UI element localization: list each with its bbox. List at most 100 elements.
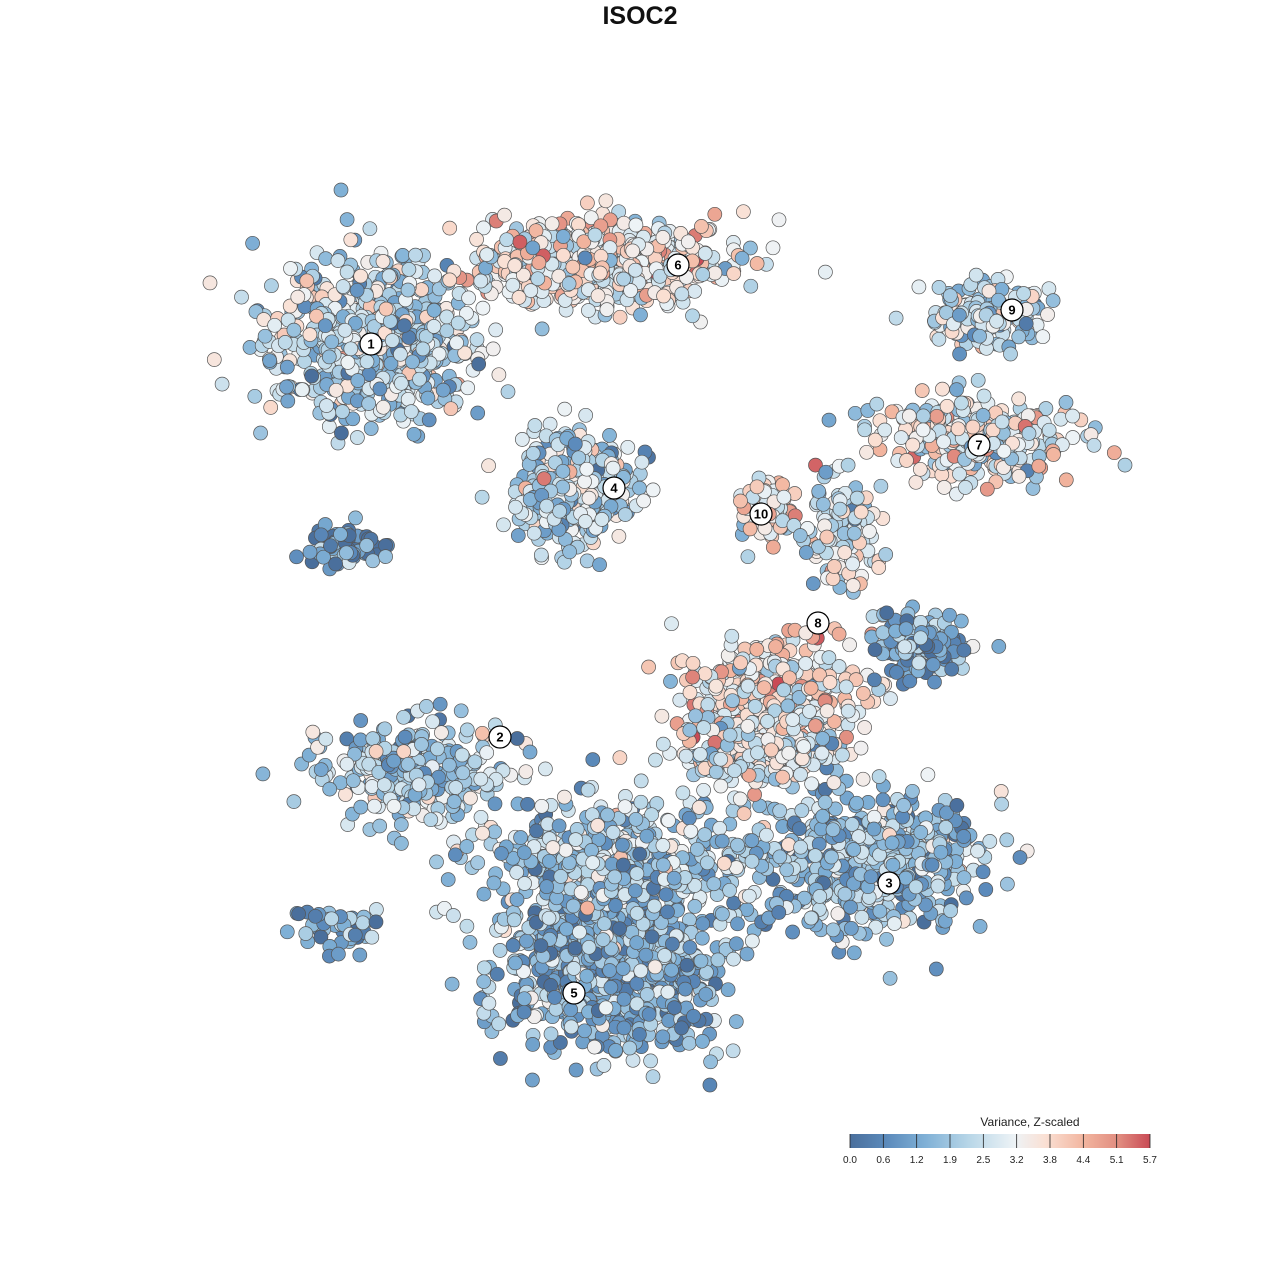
data-point [633, 773, 649, 789]
data-point [674, 286, 690, 302]
data-point [348, 315, 363, 331]
data-point [382, 313, 398, 329]
data-point [636, 493, 651, 509]
data-point [785, 924, 800, 940]
data-point [596, 916, 612, 932]
data-point [1040, 307, 1055, 322]
data-point [633, 307, 648, 323]
data-point [561, 276, 577, 292]
data-point [742, 521, 758, 537]
data-point [286, 322, 302, 338]
data-point [476, 960, 492, 976]
data-point [625, 1052, 641, 1068]
data-point [598, 1000, 614, 1016]
data-points [202, 182, 1133, 1093]
data-point [655, 230, 671, 245]
data-point [551, 818, 567, 834]
data-point [512, 234, 528, 250]
data-point [395, 248, 411, 263]
data-point [913, 825, 929, 840]
data-point [855, 686, 871, 701]
data-point [616, 991, 632, 1007]
data-point [776, 489, 792, 505]
data-point [302, 327, 318, 342]
data-point [729, 936, 744, 952]
data-point [976, 388, 992, 404]
data-point [612, 309, 628, 325]
data-point [658, 887, 674, 902]
data-point [516, 1004, 532, 1020]
data-point [863, 869, 879, 885]
data-point [1058, 395, 1074, 410]
data-point [579, 968, 595, 984]
data-point [396, 709, 411, 725]
data-point [584, 843, 599, 858]
data-point [817, 794, 833, 810]
data-point [459, 839, 475, 854]
data-point [277, 335, 293, 350]
data-point [328, 382, 344, 398]
data-point [733, 493, 748, 509]
data-point [454, 747, 470, 763]
data-point [970, 843, 985, 859]
data-point [622, 1040, 638, 1056]
data-point [255, 766, 271, 782]
data-point [915, 408, 931, 424]
data-point [596, 1058, 612, 1073]
data-point [686, 1008, 701, 1024]
data-point [715, 906, 730, 922]
data-point [473, 771, 489, 787]
data-point [585, 855, 601, 871]
data-point [768, 639, 783, 655]
data-point [1046, 447, 1061, 462]
data-point [508, 499, 523, 515]
data-point [849, 795, 864, 811]
data-point [520, 796, 535, 812]
data-point [681, 1035, 697, 1051]
data-point [568, 832, 584, 847]
data-point [264, 278, 279, 294]
data-point [616, 1020, 632, 1036]
data-point [450, 315, 466, 331]
data-point [421, 412, 437, 428]
data-point [639, 828, 655, 844]
data-point [818, 264, 833, 280]
data-point [772, 803, 788, 819]
data-point [587, 227, 603, 243]
data-point [602, 428, 617, 443]
data-point [627, 883, 643, 899]
data-point [843, 899, 858, 915]
data-point [214, 376, 230, 392]
data-point [633, 794, 649, 810]
data-point [557, 401, 573, 417]
data-point [812, 889, 828, 904]
data-point [525, 1072, 540, 1088]
data-point [875, 792, 891, 808]
data-point [446, 794, 462, 809]
data-point [561, 855, 577, 871]
data-point [362, 221, 378, 237]
data-point [982, 834, 998, 849]
data-point [330, 253, 346, 268]
data-point [708, 678, 724, 694]
data-point [545, 840, 561, 855]
data-point [887, 916, 902, 931]
data-point [736, 204, 751, 220]
data-point [517, 876, 532, 891]
data-point [461, 290, 476, 306]
data-point [1021, 426, 1037, 441]
data-point [617, 507, 633, 522]
data-point [873, 478, 889, 494]
data-point [386, 798, 402, 814]
data-point [883, 691, 898, 706]
data-point [431, 346, 447, 362]
data-point [661, 813, 676, 828]
data-point [720, 982, 736, 998]
data-point [1012, 850, 1028, 865]
data-point [663, 674, 678, 689]
data-point [1011, 468, 1027, 484]
data-point [975, 864, 991, 880]
data-point [747, 699, 763, 714]
data-point [612, 750, 628, 766]
data-point [393, 346, 408, 362]
